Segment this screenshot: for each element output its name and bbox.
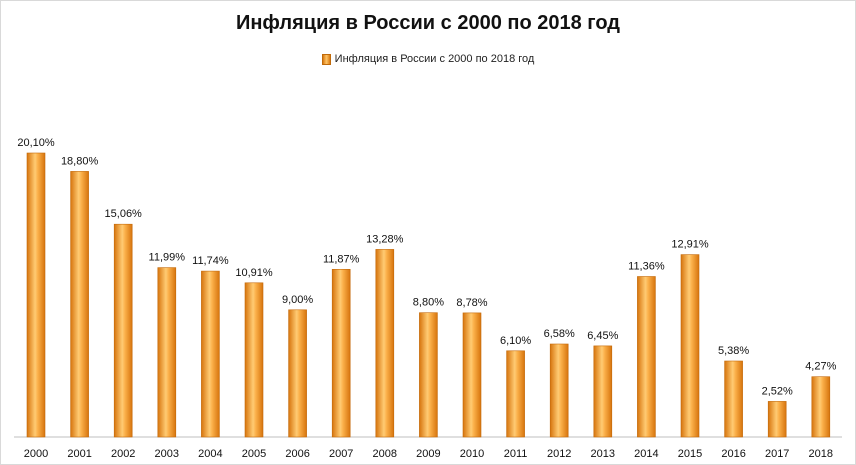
x-tick-2008: 2008 [373, 448, 397, 460]
chart-title: Инфляция в России с 2000 по 2018 год [235, 12, 621, 34]
x-tick-2013: 2013 [591, 448, 615, 460]
data-label-2006: 9,00% [282, 294, 313, 306]
bar-2007 [331, 268, 351, 438]
data-label-2011: 6,10% [500, 335, 531, 347]
x-tick-2009: 2009 [416, 448, 440, 460]
data-label-2008: 13,28% [366, 233, 404, 245]
data-label-2000: 20,10% [17, 137, 55, 149]
bar-2006 [288, 309, 307, 438]
data-label-2005: 10,91% [235, 267, 273, 279]
bar-2003 [157, 267, 177, 438]
x-tick-2006: 2006 [285, 448, 309, 460]
data-label-2018: 4,27% [805, 361, 836, 373]
bar-2017 [767, 401, 787, 438]
bar-2002 [113, 223, 133, 438]
legend: Инфляция в России с 2000 по 2018 год [0, 53, 856, 65]
bar-2012 [549, 343, 569, 438]
bar-2014 [637, 276, 656, 438]
x-tick-2014: 2014 [634, 448, 658, 460]
x-tick-2004: 2004 [198, 448, 222, 460]
data-label-2016: 5,38% [718, 345, 749, 357]
bar-2005 [244, 282, 264, 438]
data-label-2010: 8,78% [456, 297, 487, 309]
x-tick-2011: 2011 [504, 448, 528, 460]
legend-label: Инфляция в России с 2000 по 2018 год [334, 53, 535, 65]
bar-2011 [506, 350, 525, 438]
bar-2018 [811, 376, 831, 438]
data-label-2014: 11,36% [628, 261, 665, 273]
bar-2000 [26, 152, 46, 438]
data-label-2015: 12,91% [671, 239, 709, 251]
data-label-2002: 15,06% [105, 208, 143, 220]
bar-2001 [70, 171, 89, 438]
bar-2009 [419, 312, 438, 438]
x-tick-2016: 2016 [721, 448, 745, 460]
data-label-2009: 8,80% [413, 297, 444, 309]
legend-swatch [321, 53, 331, 65]
x-tick-2017: 2017 [765, 448, 789, 460]
x-tick-2007: 2007 [329, 448, 353, 460]
data-label-2004: 11,74% [192, 255, 229, 267]
bar-2016 [724, 360, 743, 438]
x-tick-2005: 2005 [242, 448, 266, 460]
data-label-2003: 11,99% [149, 252, 186, 264]
data-label-2013: 6,45% [587, 330, 618, 342]
x-tick-2015: 2015 [678, 448, 702, 460]
bar-2004 [201, 270, 220, 438]
x-tick-2001: 2001 [67, 448, 91, 460]
data-label-2007: 11,87% [323, 253, 360, 265]
x-tick-2018: 2018 [809, 448, 833, 460]
x-tick-2003: 2003 [155, 448, 179, 460]
bar-2010 [462, 312, 482, 438]
bar-2013 [593, 345, 613, 438]
x-tick-2000: 2000 [24, 448, 48, 460]
bar-2008 [375, 249, 395, 438]
data-label-2017: 2,52% [762, 385, 793, 397]
x-tick-2012: 2012 [547, 448, 571, 460]
data-label-2012: 6,58% [544, 328, 575, 340]
x-tick-2010: 2010 [460, 448, 484, 460]
x-tick-2002: 2002 [111, 448, 135, 460]
data-label-2001: 18,80% [61, 155, 99, 167]
bar-2015 [680, 254, 700, 438]
